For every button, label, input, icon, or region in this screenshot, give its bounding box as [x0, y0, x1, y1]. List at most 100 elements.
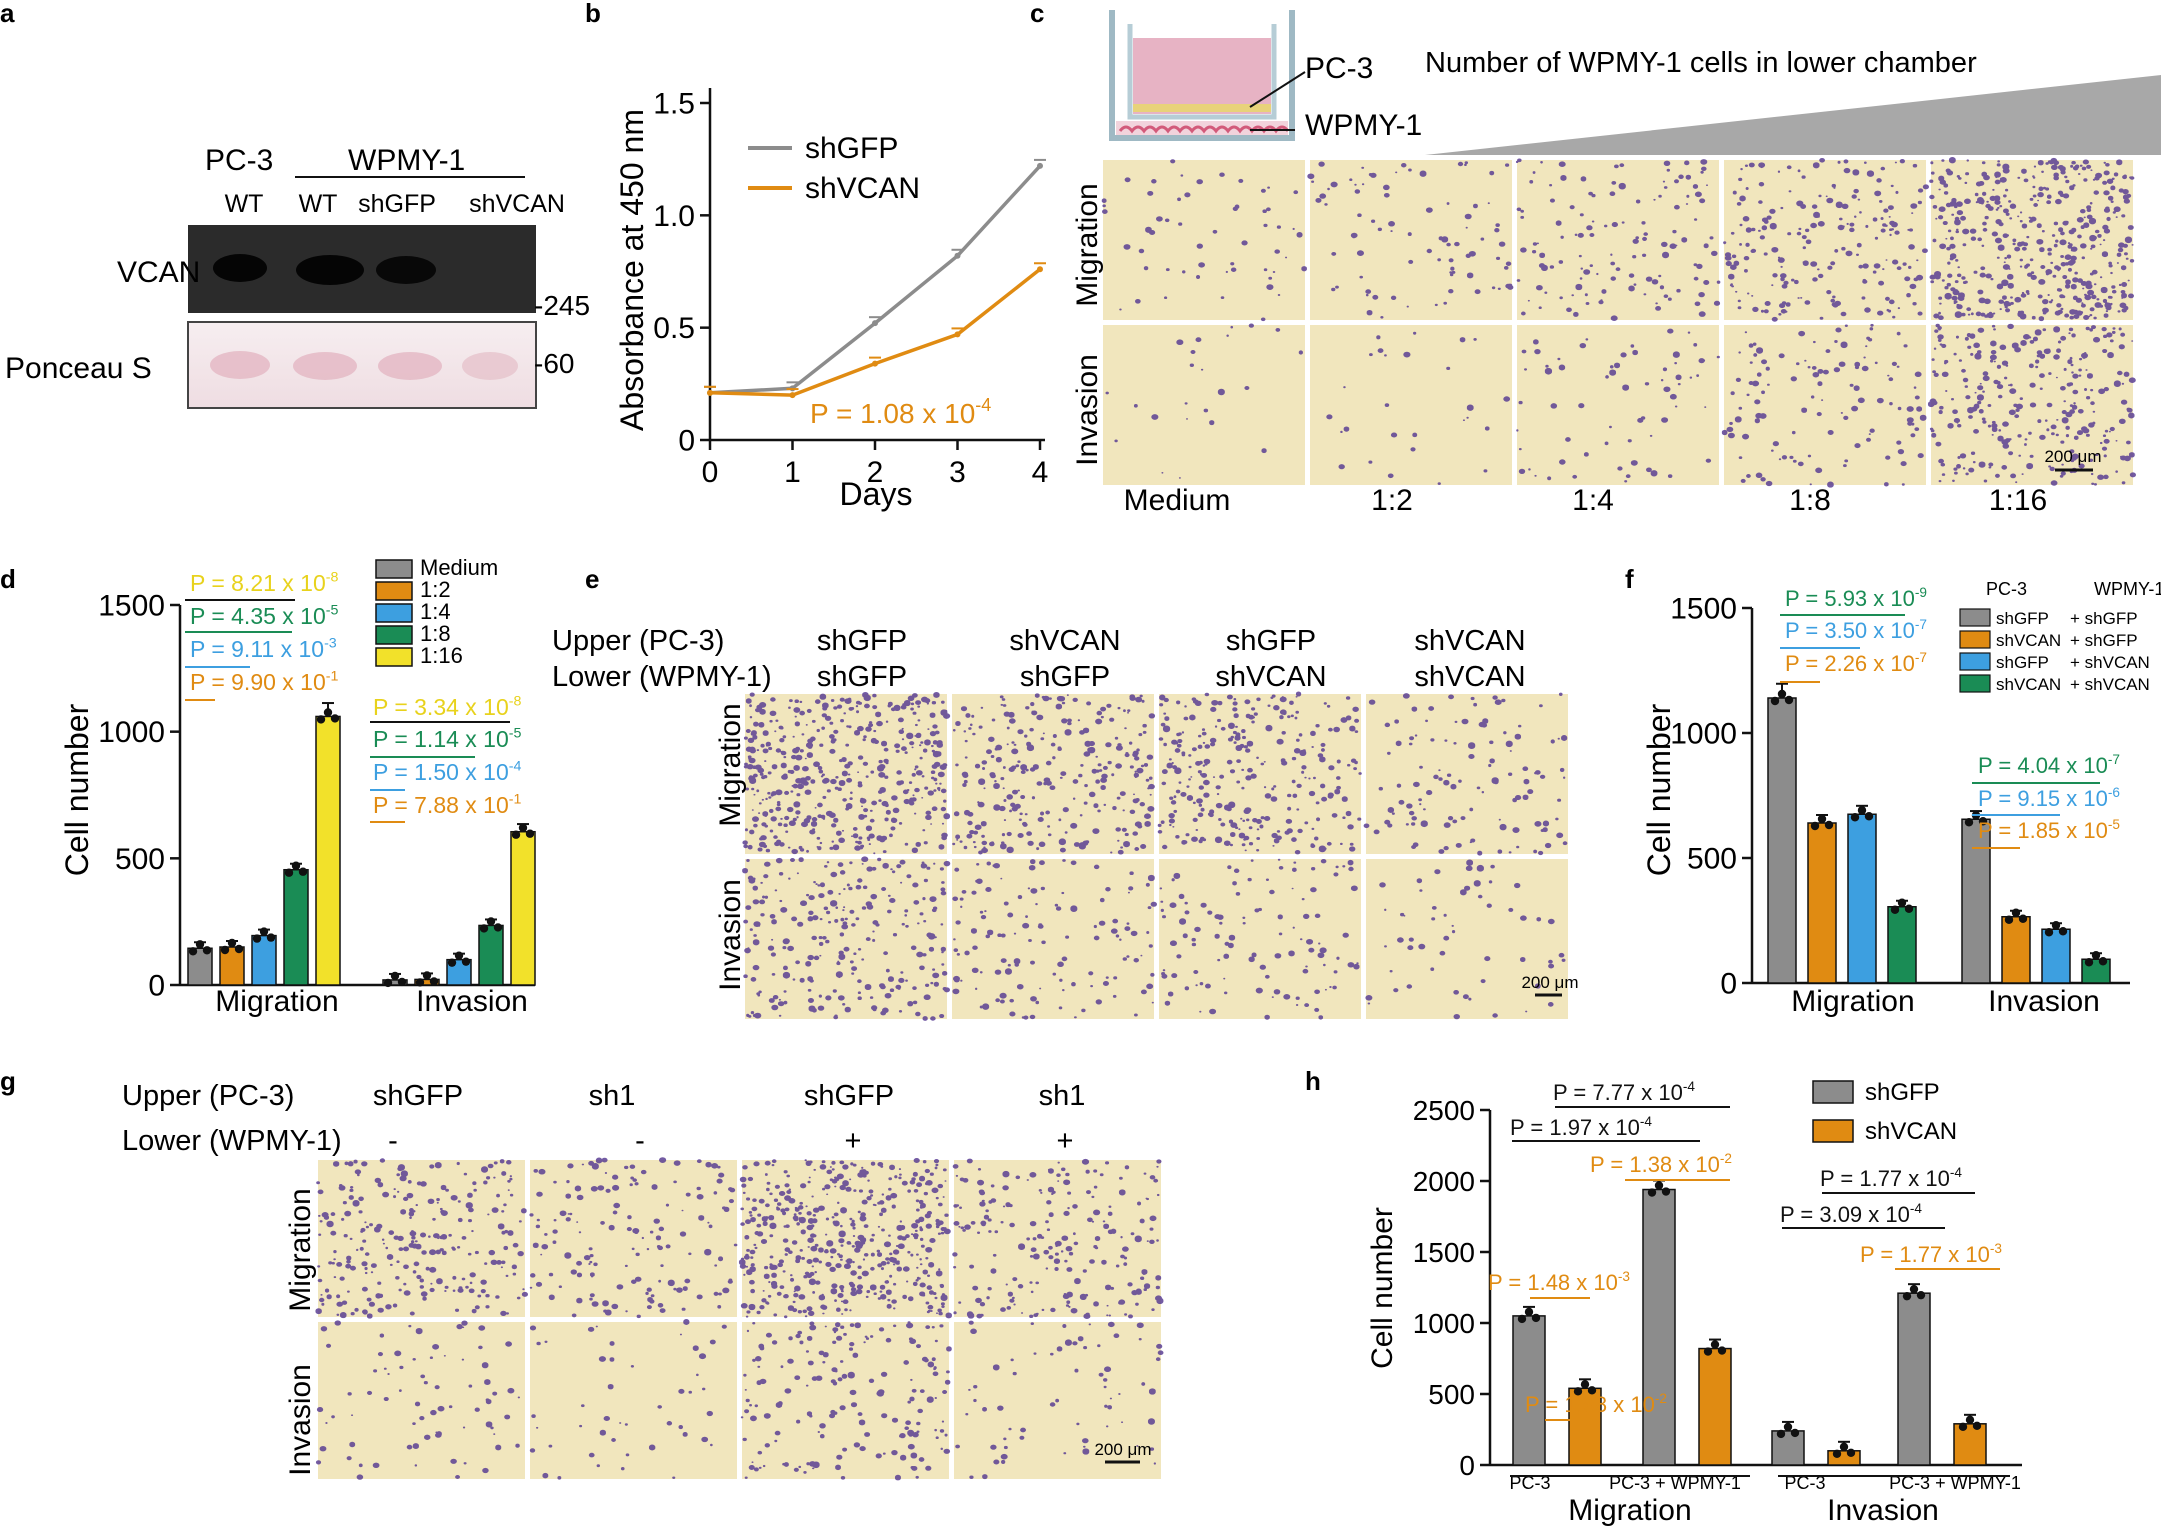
f-pvalue-4-text: P = 9.15 x 10-6: [1978, 785, 2120, 811]
gradient-title: Number of WPMY-1 cells in lower chamber: [1425, 47, 1977, 79]
g-invasion-image-3-stained-cells: [740, 1321, 952, 1481]
blot-row-vcan: VCAN: [117, 256, 200, 289]
d-legend-swatch-2: [375, 603, 413, 623]
d-bars-replicate-1-2-2: [461, 957, 471, 966]
h-replicate-2-1-2: [1846, 1448, 1856, 1458]
e-upper-col-2: shVCAN: [1009, 625, 1120, 657]
d-legend-swatch-4: [375, 647, 413, 667]
f-legend-wpmy-1: + shGFP: [2070, 631, 2138, 650]
f-bars-replicate-0-2-0: [1850, 813, 1860, 822]
g-upper-col-1: shGFP: [373, 1080, 463, 1112]
d-yticks-label-1: 500: [115, 843, 165, 876]
g-invasion-image-4: [954, 1320, 1164, 1480]
e-invasion-image-2: [952, 859, 1157, 1020]
h-pvalue-4-text: P = 1.77 x 10-4: [1820, 1165, 1962, 1191]
g-migration-image-3-stained-cells: [738, 1158, 952, 1319]
h-bar-3-1: [1953, 1423, 1987, 1466]
d-pvalue-4-text: P = 3.34 x 10-8: [373, 693, 522, 720]
b-yticks-label-3: 1.5: [653, 88, 695, 121]
f-bars-replicate-0-1-1: [1817, 814, 1827, 824]
e-migration-image-1-stained-cells: [742, 691, 951, 855]
f-bars-replicate-1-1-1: [2011, 908, 2021, 917]
e-migration-image-4: [1363, 692, 1568, 856]
e-invasion-image-3: [1159, 858, 1361, 1020]
h-yticks-label-2: 1000: [1413, 1308, 1475, 1339]
c-migration-image-1-background: [1103, 160, 1305, 320]
e-migration-image-2: [952, 693, 1156, 855]
c-invasion-image-5-stained-cells: [1927, 323, 2136, 486]
g-migration-image-2: [529, 1157, 738, 1319]
b-series-lines: [704, 158, 1046, 399]
h-replicate-0-1-0: [1573, 1387, 1583, 1396]
b-legend-label-shgfp: shGFP: [805, 132, 898, 165]
b-point-shVCAN-0: [707, 389, 713, 396]
panel-d-bar-chart: 0 500 1000 1500 Cell number Migration Invas…: [59, 555, 536, 1018]
f-legend-swatch-1: [1959, 630, 1991, 649]
h-replicate-2-0-2: [1790, 1428, 1800, 1438]
h-replicate-3-1-0: [1958, 1422, 1968, 1432]
c-migration-image-4-background: [1724, 160, 1926, 320]
f-legend-header-wpmy: WPMY-1: [2094, 579, 2161, 599]
f-legend-pc3-1: shVCAN: [1996, 631, 2061, 650]
c-migration-image-4: [1723, 157, 1929, 322]
h-pvalue-6-text: P = 1.77 x 10-3: [1860, 1241, 2002, 1267]
g-migration-image-2-stained-cells: [529, 1157, 738, 1319]
d-yticks-label-3: 1500: [98, 590, 165, 623]
d-bars-replicate-0-0-0: [188, 947, 198, 956]
f-pvalue-1-text: P = 3.50 x 10-7: [1785, 617, 1927, 643]
g-scale-label: 200 μm: [1094, 1440, 1151, 1459]
h-legend-label-shgfp: shGFP: [1865, 1079, 1940, 1106]
marker-245: -245: [534, 290, 590, 321]
d-bars: [187, 702, 536, 988]
ponceau-band-1: [210, 351, 270, 379]
c-scale-label: 200 μm: [2044, 447, 2101, 466]
h-replicate-1-0-1: [1654, 1181, 1664, 1190]
h-replicate-0-0-1: [1524, 1307, 1534, 1317]
b-point-shVCAN-1: [789, 392, 796, 399]
h-replicate-2-1-1: [1839, 1442, 1849, 1452]
d-pvalue-1-text: P = 4.35 x 10-5: [190, 602, 339, 629]
f-y-ticks: 0 500 1000 1500: [1670, 593, 1752, 1001]
h-bar-1-1: [1698, 1347, 1732, 1466]
h-legend-swatch-shvcan: [1812, 1119, 1854, 1143]
h-group-migration: Migration: [1568, 1494, 1691, 1527]
transwell-insert-diagram: PC-3 WPMY-1: [1109, 10, 1422, 142]
b-yticks-label-0: 0: [678, 425, 695, 458]
e-migration-image-2-background: [952, 694, 1154, 854]
b-x-tick-label-4: 4: [1032, 456, 1049, 489]
c-invasion-image-2-background: [1310, 325, 1512, 485]
marker-60: -60: [534, 348, 574, 379]
h-replicate-0-1-2: [1587, 1386, 1597, 1395]
h-bar-2-0: [1771, 1430, 1805, 1466]
d-bars-replicate-0-0-1: [195, 940, 205, 949]
h-pvalue-0-text: P = 7.77 x 10-4: [1553, 1079, 1695, 1105]
f-bars-replicate-1-3-1: [2091, 951, 2101, 960]
g-invasion-image-3: [740, 1321, 952, 1481]
d-legend-swatch-1: [375, 581, 413, 601]
panel-a-western-blot: PC-3 WPMY-1 WT WT shGFP shVCAN VCAN -245…: [5, 144, 590, 409]
d-pvalue-annotations: P = 8.21 x 10-8 P = 4.35 x 10-5 P = 9.11 x…: [185, 569, 522, 823]
e-row-label-invasion: Invasion: [714, 879, 747, 991]
b-x-tick-label-1: 1: [784, 456, 801, 489]
d-category-migration: Migration: [215, 985, 338, 1018]
d-bars-replicate-0-2-1: [259, 927, 269, 936]
g-lower-label: Lower (WPMY-1): [122, 1125, 342, 1157]
e-upper-col-3: shGFP: [1226, 625, 1316, 657]
transwell-pc3-layer: [1133, 104, 1271, 112]
ponceau-band-2: [293, 352, 357, 380]
g-lower-col-1: -: [388, 1125, 398, 1157]
d-legend-swatch-0: [375, 559, 413, 579]
f-pvalue-2-text: P = 2.26 x 10-7: [1785, 650, 1927, 676]
h-legend-swatch-shgfp: [1812, 1080, 1854, 1104]
transwell-outer-well: [1109, 10, 1295, 141]
d-y-axis-label: Cell number: [59, 703, 95, 876]
f-legend-wpmy-3: + shVCAN: [2070, 675, 2150, 694]
h-y-axis-label: Cell number: [1366, 1207, 1399, 1369]
d-bars-replicate-0-3-0: [284, 868, 294, 877]
f-bars-replicate-0-3-0: [1890, 905, 1900, 914]
f-bars-replicate-0-2-2: [1864, 812, 1874, 821]
e-invasion-image-3-stained-cells: [1159, 858, 1360, 1020]
blot-lane-4: shVCAN: [469, 190, 565, 218]
f-bars-replicate-1-3-0: [2084, 958, 2094, 967]
